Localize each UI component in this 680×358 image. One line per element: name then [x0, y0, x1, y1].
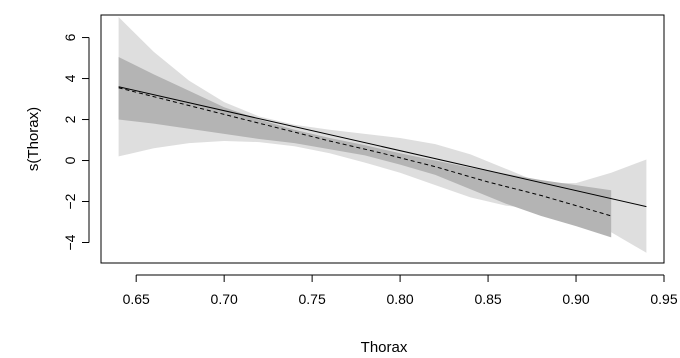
x-tick-label: 0.70: [211, 291, 238, 307]
y-axis: −4 −2 0 2 4 6: [62, 33, 90, 250]
confidence-band-2: [118, 57, 612, 238]
y-tick-label: −2: [62, 193, 78, 209]
x-axis: 0.65 0.70 0.75 0.80 0.85 0.90 0.95: [123, 274, 678, 307]
x-tick-label: 0.95: [650, 291, 677, 307]
y-tick-label: 6: [62, 33, 78, 41]
y-tick-label: −4: [62, 234, 78, 250]
x-axis-title: Thorax: [361, 339, 408, 356]
y-axis-title: s(Thorax): [25, 107, 42, 171]
x-tick-label: 0.90: [562, 291, 589, 307]
y-tick-label: 4: [62, 74, 78, 82]
smooth-lines: [118, 86, 647, 217]
x-tick-label: 0.80: [386, 291, 413, 307]
x-tick-label: 0.65: [123, 291, 150, 307]
x-tick-label: 0.75: [299, 291, 326, 307]
y-tick-label: 0: [62, 156, 78, 164]
x-tick-label: 0.85: [474, 291, 501, 307]
plot-frame: [100, 14, 665, 264]
y-tick-label: 2: [62, 115, 78, 123]
confidence-bands: [118, 17, 647, 253]
smooth-line-solid: [118, 86, 647, 208]
